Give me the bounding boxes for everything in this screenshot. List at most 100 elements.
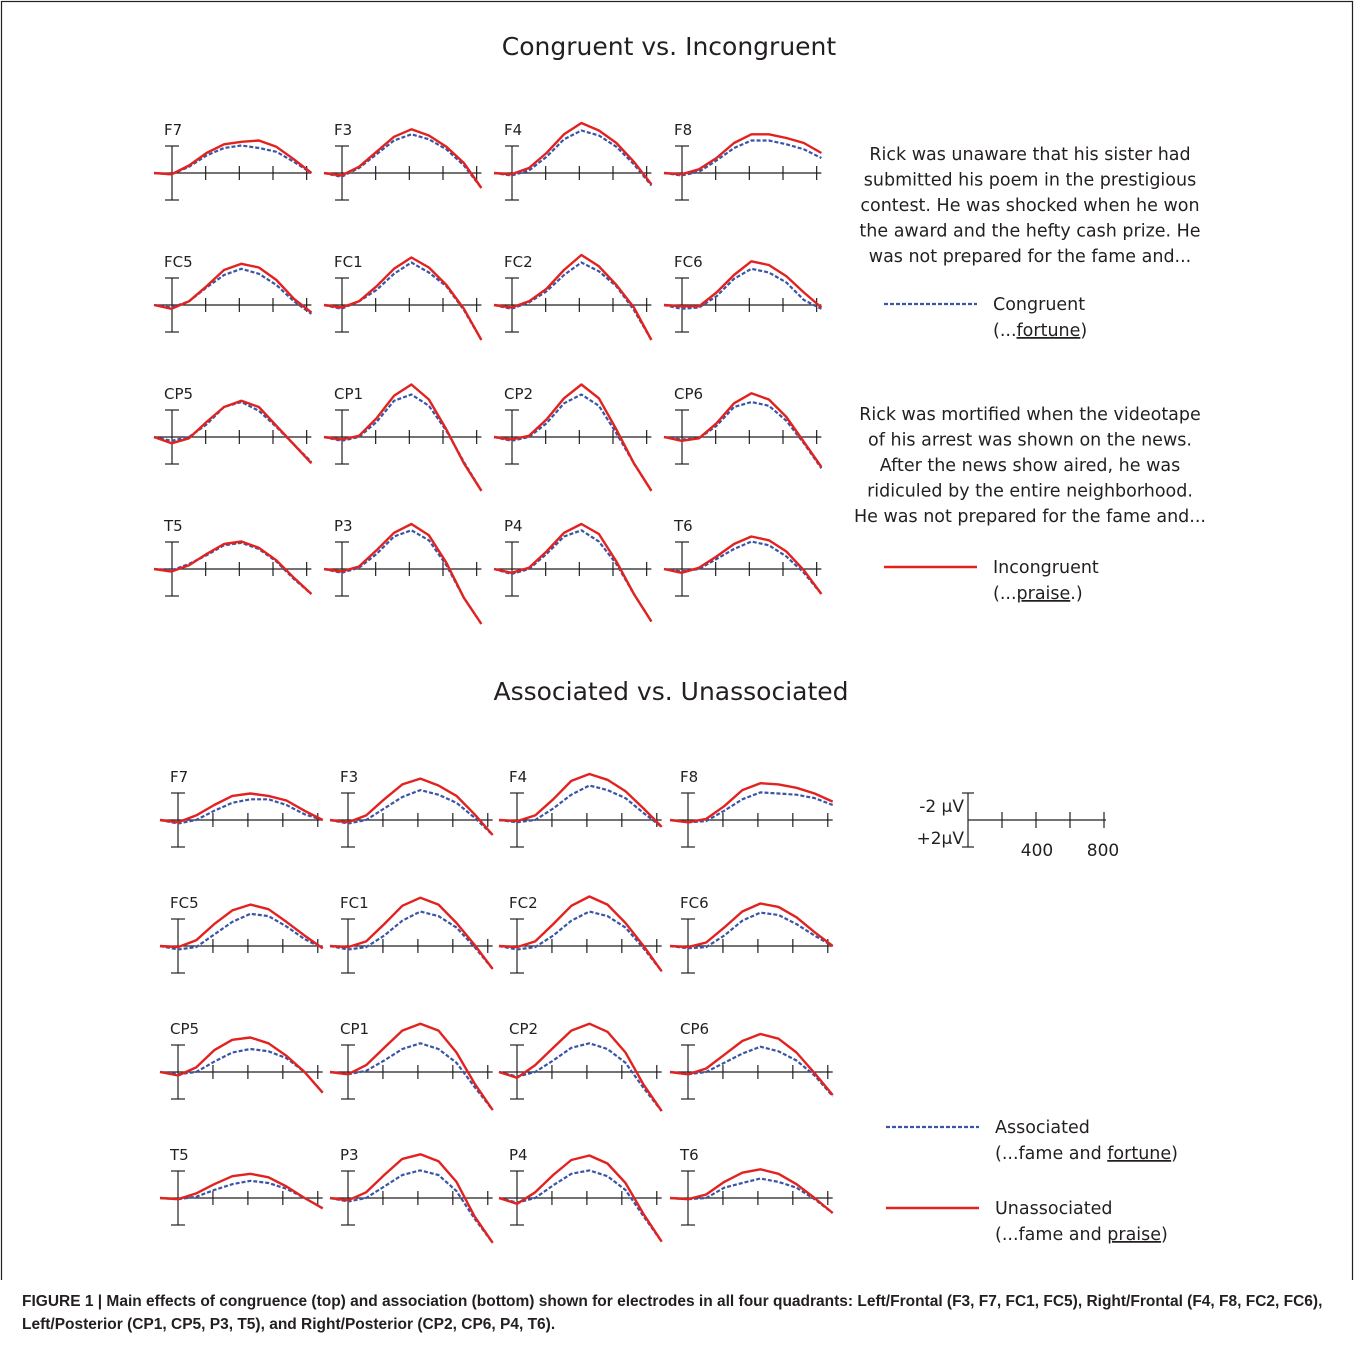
electrode-label: F3 [340, 768, 358, 786]
electrode-label: P4 [509, 1146, 528, 1164]
series-line-associated [498, 910, 663, 972]
legend-label: Unassociated [995, 1199, 1113, 1219]
series-line-associated [669, 1177, 834, 1214]
sentence-line: After the news show aired, he was [880, 456, 1180, 476]
electrode-label: CP2 [509, 1020, 538, 1038]
series-line-associated [159, 1047, 324, 1094]
series-line-incongruent [323, 383, 483, 492]
electrode-label: F8 [680, 768, 698, 786]
electrode-plot-CP1: CP1 [329, 1020, 494, 1111]
electrode-label: FC5 [170, 894, 199, 912]
electrode-label: FC5 [164, 253, 193, 271]
series-line-unassociated [669, 1168, 834, 1214]
series-line-associated [329, 1169, 494, 1244]
electrode-plot-P3: P3 [323, 517, 483, 625]
electrode-plot-FC2: FC2 [493, 253, 653, 341]
series-line-associated [669, 911, 834, 950]
series-line-incongruent [153, 262, 313, 314]
electrode-label: T6 [673, 517, 693, 535]
series-line-unassociated [498, 772, 663, 828]
electrode-label: FC1 [334, 253, 363, 271]
series-line-congruent [153, 400, 313, 463]
electrode-plot-CP2: CP2 [498, 1020, 663, 1112]
series-line-congruent [323, 529, 483, 625]
series-line-unassociated [159, 1036, 324, 1094]
series-line-associated [498, 1169, 663, 1243]
electrode-plot-F4: F4 [493, 121, 653, 201]
series-line-unassociated [669, 782, 834, 824]
electrode-plot-CP6: CP6 [669, 1020, 834, 1100]
series-line-associated [329, 788, 494, 836]
electrode-label: F3 [334, 121, 352, 139]
legend-item-associated: Associated (...fame and fortune) [886, 1118, 1178, 1164]
series-line-congruent [663, 139, 822, 177]
panel-title-association: Associated vs. Unassociated [493, 677, 848, 706]
scale-tick-label: 800 [1087, 841, 1119, 861]
electrode-label: T5 [163, 517, 183, 535]
electrode-plot-F8: F8 [663, 121, 822, 201]
panel-title-congruence: Congruent vs. Incongruent [502, 32, 837, 61]
series-line-congruent [323, 393, 483, 492]
series-line-incongruent [153, 540, 313, 595]
series-line-incongruent [663, 133, 822, 176]
electrode-label: FC1 [340, 894, 369, 912]
series-line-unassociated [498, 895, 663, 972]
electrode-label: FC2 [509, 894, 538, 912]
electrode-plot-P3: P3 [329, 1146, 494, 1244]
series-line-associated [159, 798, 324, 825]
electrode-label: CP6 [674, 385, 703, 403]
series-line-incongruent [323, 256, 483, 341]
electrode-label: T5 [169, 1146, 189, 1164]
series-line-unassociated [669, 1032, 834, 1096]
electrode-plot-CP1: CP1 [323, 383, 483, 492]
series-line-unassociated [159, 1172, 324, 1210]
legend-item-incongruent: Incongruent (...praise.) [884, 558, 1099, 604]
series-line-incongruent [663, 392, 823, 468]
series-line-incongruent [323, 128, 483, 189]
sentence-line: He was not prepared for the fame and... [854, 507, 1206, 527]
electrode-plot-T5: T5 [153, 517, 313, 597]
sentence-block-2: Rick was mortified when the videotape of … [854, 405, 1206, 527]
series-line-incongruent [323, 522, 483, 625]
legend-item-congruent: Congruent (...fortune) [884, 295, 1087, 341]
scale-bar: -2 μV +2μV 400 800 [916, 792, 1119, 861]
legend-label: Congruent [993, 295, 1085, 315]
legend-sublabel: (...fame and praise) [995, 1225, 1168, 1245]
legend-sublabel: (...fame and fortune) [995, 1144, 1178, 1164]
series-line-unassociated [159, 792, 324, 824]
electrode-plot-F8: F8 [669, 768, 834, 848]
series-line-incongruent [493, 253, 653, 341]
electrode-plot-CP5: CP5 [153, 385, 313, 465]
series-line-incongruent [153, 139, 313, 176]
electrode-label: P4 [504, 517, 523, 535]
electrode-plot-FC6: FC6 [669, 894, 834, 974]
electrode-plot-FC5: FC5 [153, 253, 313, 333]
series-line-unassociated [329, 896, 494, 970]
sentence-line: submitted his poem in the prestigious [864, 171, 1196, 191]
scale-top-label: -2 μV [919, 797, 964, 817]
electrode-plot-FC5: FC5 [159, 894, 324, 974]
series-line-congruent [493, 529, 653, 623]
legend-label: Associated [995, 1118, 1090, 1138]
series-line-unassociated [329, 1153, 494, 1244]
electrode-label: T6 [679, 1146, 699, 1164]
sentence-line: Rick was mortified when the videotape [859, 405, 1201, 425]
series-line-congruent [493, 129, 653, 187]
scale-tick-label: 400 [1021, 841, 1053, 861]
series-line-associated [329, 1042, 494, 1111]
series-line-associated [329, 910, 494, 970]
legend-item-unassociated: Unassociated (...fame and praise) [886, 1199, 1168, 1245]
legend-label: Incongruent [993, 558, 1099, 578]
electrode-label: CP5 [164, 385, 193, 403]
electrode-label: CP1 [334, 385, 363, 403]
series-line-unassociated [159, 903, 324, 950]
series-line-incongruent [493, 522, 653, 623]
series-line-associated [669, 1045, 834, 1097]
electrode-label: F8 [674, 121, 692, 139]
electrode-label: CP1 [340, 1020, 369, 1038]
series-line-incongruent [493, 121, 653, 186]
electrode-plot-FC6: FC6 [663, 253, 823, 333]
series-line-congruent [493, 393, 653, 492]
